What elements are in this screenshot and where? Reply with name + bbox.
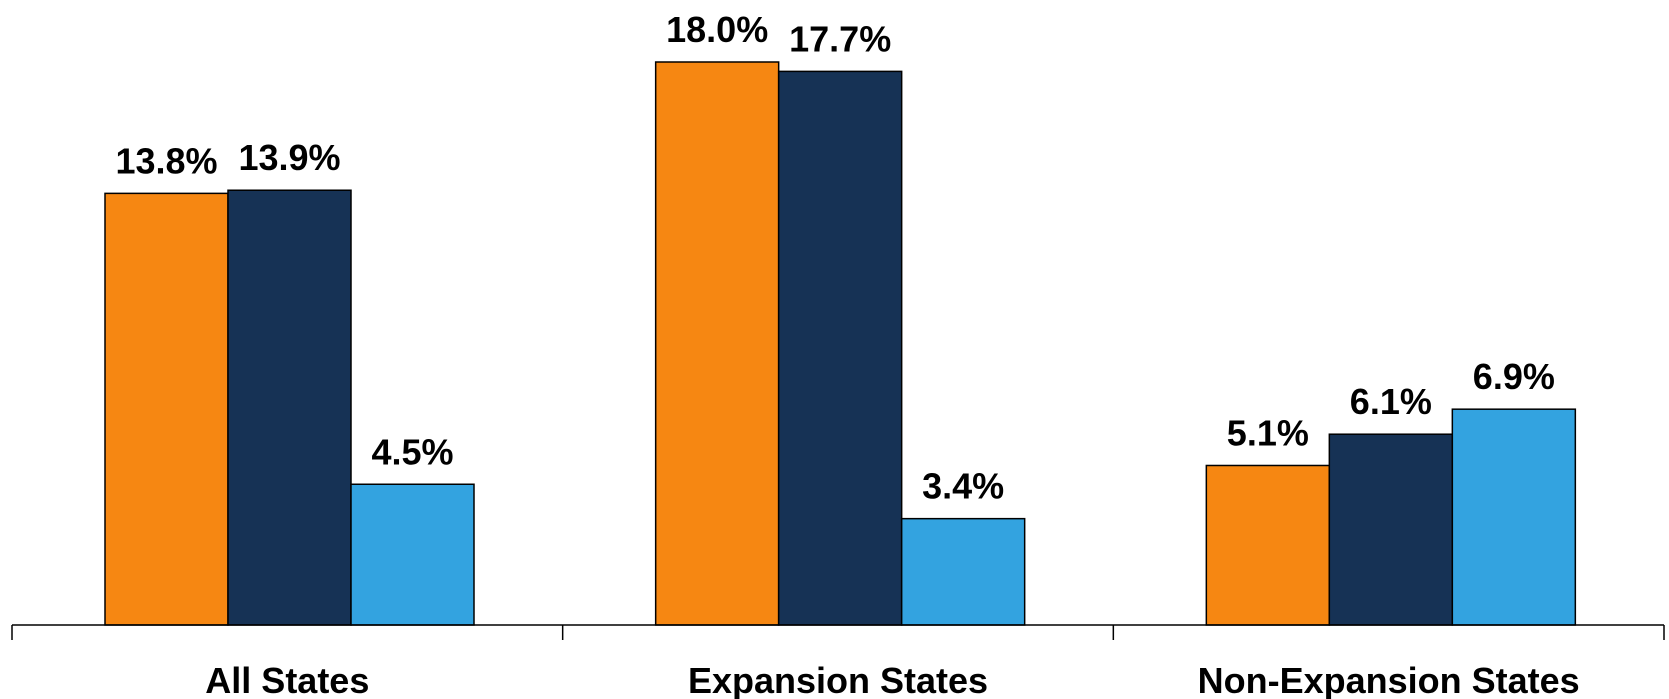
category-label: All States	[205, 660, 369, 699]
data-label: 6.1%	[1350, 381, 1432, 422]
data-label: 5.1%	[1227, 412, 1309, 453]
bars-layer	[104, 61, 1577, 626]
data-label: 4.5%	[371, 431, 453, 472]
data-label: 17.7%	[789, 18, 891, 59]
bar	[654, 61, 780, 626]
bar	[227, 189, 352, 626]
data-label: 6.9%	[1473, 356, 1555, 397]
bar	[104, 192, 229, 626]
bar	[1328, 433, 1454, 626]
data-label: 18.0%	[666, 9, 768, 50]
category-labels-layer: All States Expansion States Non-Expansion …	[205, 660, 1579, 699]
value-labels-layer: 13.8% 13.9% 4.5% 18.0% 17.7% 3.4% 5.1% 6.1% 6.9%	[115, 9, 1554, 507]
bar	[350, 483, 475, 626]
bar	[1451, 408, 1577, 626]
bar	[900, 517, 1026, 626]
category-label: Non-Expansion States	[1198, 660, 1580, 699]
data-label: 3.4%	[922, 466, 1004, 507]
data-label: 13.8%	[115, 140, 217, 181]
category-label: Expansion States	[688, 660, 988, 699]
bar	[777, 70, 903, 626]
x-axis	[11, 624, 1665, 640]
data-label: 13.9%	[238, 137, 340, 178]
bar	[1205, 464, 1331, 626]
